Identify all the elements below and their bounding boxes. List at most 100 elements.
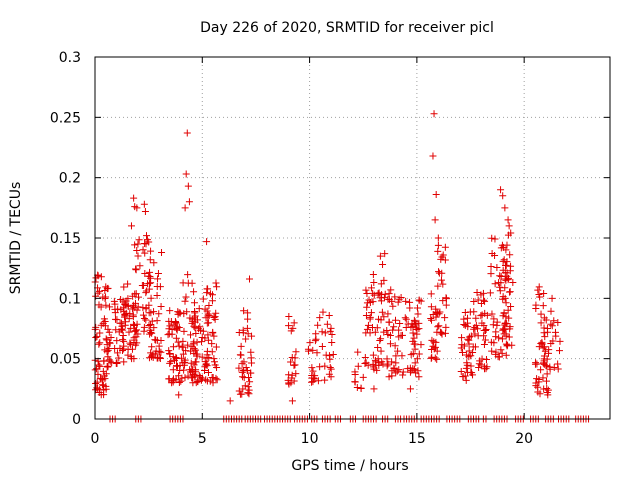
data-point [546, 365, 554, 373]
data-point [201, 305, 209, 313]
data-point [135, 236, 143, 244]
data-point [92, 333, 100, 341]
y-tick-label: 0.2 [59, 171, 81, 187]
data-point [155, 342, 163, 350]
data-point [289, 324, 297, 332]
data-point [150, 259, 158, 267]
data-point [481, 336, 489, 344]
data-point [243, 324, 251, 332]
data-point [238, 360, 246, 368]
data-point [316, 363, 324, 371]
data-point [399, 368, 407, 376]
data-point [441, 314, 449, 322]
data-point [496, 283, 504, 291]
data-point [489, 321, 497, 329]
data-point [174, 338, 182, 346]
data-point [244, 309, 252, 317]
data-point [94, 289, 102, 297]
data-point [391, 316, 399, 324]
data-point [325, 352, 333, 360]
data-point [194, 378, 202, 386]
data-point [492, 333, 500, 341]
data-point [395, 366, 403, 374]
data-points [91, 110, 593, 423]
data-point [395, 326, 403, 334]
data-point [206, 290, 214, 298]
data-point [187, 331, 195, 339]
data-point [328, 338, 336, 346]
data-point [177, 377, 185, 385]
data-point [398, 352, 406, 360]
data-point [129, 301, 137, 309]
data-point [99, 367, 107, 375]
data-point [499, 312, 507, 320]
data-point [106, 357, 114, 365]
data-point [113, 337, 121, 345]
data-point [291, 354, 299, 362]
data-point [106, 303, 114, 311]
data-point [409, 350, 417, 358]
data-point [329, 350, 337, 358]
data-point [504, 341, 512, 349]
data-point [245, 386, 253, 394]
data-point [469, 343, 477, 351]
data-point [130, 194, 138, 202]
data-point [183, 308, 191, 316]
data-point [96, 362, 104, 370]
x-tick-label: 10 [301, 431, 319, 447]
data-point [544, 391, 552, 399]
data-point [146, 330, 154, 338]
data-point [545, 346, 553, 354]
data-point [208, 373, 216, 381]
data-point [195, 372, 203, 380]
data-point [500, 309, 508, 317]
data-point [477, 312, 485, 320]
data-point [369, 289, 377, 297]
data-point [204, 331, 212, 339]
data-point [386, 331, 394, 339]
data-point [361, 359, 369, 367]
data-point [491, 235, 499, 243]
data-point [392, 369, 400, 377]
data-point [166, 359, 174, 367]
data-point [354, 348, 362, 356]
data-point [140, 323, 148, 331]
data-point [435, 268, 443, 276]
data-point [505, 222, 513, 230]
data-point [499, 192, 507, 200]
data-point [169, 366, 177, 374]
data-point [353, 383, 361, 391]
data-point [139, 311, 147, 319]
data-point [477, 291, 485, 299]
data-point [351, 378, 359, 386]
data-point [437, 329, 445, 337]
data-point [427, 354, 435, 362]
data-point [431, 216, 439, 224]
data-point [480, 332, 488, 340]
data-point [148, 317, 156, 325]
data-point [166, 307, 174, 315]
data-point [240, 374, 248, 382]
data-point [377, 347, 385, 355]
x-axis-label: GPS time / hours [291, 458, 408, 474]
data-point [127, 324, 135, 332]
data-point [469, 371, 477, 379]
data-point [126, 339, 134, 347]
data-point [391, 293, 399, 301]
data-point [537, 366, 545, 374]
data-point [203, 289, 211, 297]
data-point [506, 323, 514, 331]
data-point [415, 296, 423, 304]
data-point [467, 332, 475, 340]
data-point [370, 279, 378, 287]
data-point [311, 337, 319, 345]
data-point [501, 262, 509, 270]
data-point [304, 347, 312, 355]
data-point [168, 330, 176, 338]
data-point [152, 336, 160, 344]
data-point [139, 246, 147, 254]
data-point [434, 247, 442, 255]
data-point [327, 324, 335, 332]
data-point [395, 333, 403, 341]
data-point [429, 152, 437, 160]
